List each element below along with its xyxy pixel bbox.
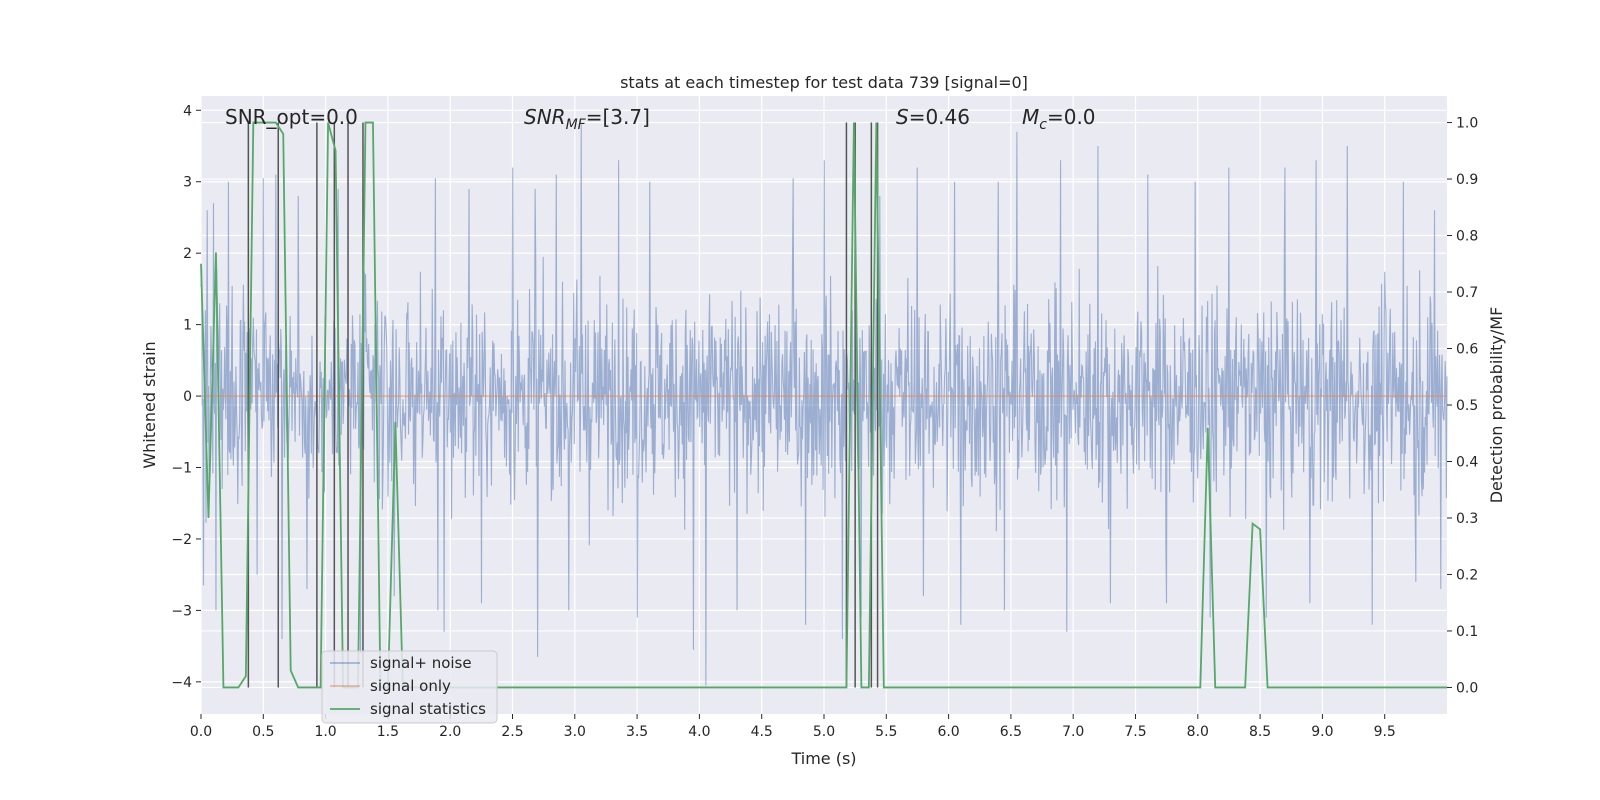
y-left-tick-label: −3 [171,603,192,619]
x-tick-label: 8.0 [1187,724,1209,740]
signal-noise-line [200,124,1448,686]
x-tick-label: 5.5 [875,724,897,740]
x-tick-label: 2.5 [501,724,523,740]
y-left-tick-label: 3 [183,175,192,191]
annotation-s-symbol: S [896,105,909,129]
x-tick-label: 6.5 [1000,724,1022,740]
y-right-tick-label: 0.3 [1456,511,1478,527]
y-axis-right-title: Detection probability/MF [1487,307,1506,504]
x-tick-label: 4.0 [688,724,710,740]
x-tick-label: 7.0 [1062,724,1084,740]
x-tick-label: 7.5 [1124,724,1146,740]
annotation-snr-mf-subscript: MF [566,117,587,133]
annotation-mc: Mc=0.0 [1022,105,1096,133]
series-signal-noise [200,124,1448,686]
legend: signal+ noise signal only signal statist… [321,650,498,724]
annotation-snr-mf-symbol: SNR [524,105,566,129]
x-tick-label: 4.5 [751,724,773,740]
legend-label-signal-only: signal only [370,677,451,695]
annotation-mc-value: =0.0 [1047,105,1096,129]
x-tick-label: 0.0 [190,724,212,740]
y-left-tick-label: −1 [171,461,192,477]
x-tick-label: 3.0 [564,724,586,740]
legend-label-signal-noise: signal+ noise [370,654,472,672]
annotation-mc-subscript: c [1039,117,1047,133]
y-axis-left-title: Whitened strain [140,341,159,468]
y-right-tick-label: 0.6 [1456,342,1478,358]
x-axis-ticks: 0.0 0.5 1.0 1.5 2.0 2.5 3.0 3.5 4.0 4.5 5.0 5.5 6.0 6… [190,714,1396,740]
annotation-s-value: =0.46 [909,105,970,129]
x-tick-label: 9.5 [1374,724,1396,740]
annotation-snr-mf: SNRMF=[3.7] [524,105,650,133]
y-left-tick-label: 0 [183,389,192,405]
x-tick-label: 2.0 [439,724,461,740]
x-tick-label: 3.5 [626,724,648,740]
x-tick-label: 1.5 [377,724,399,740]
chart-title: stats at each timestep for test data 739… [620,73,1028,92]
y-axis-right-ticks: 0.0 0.1 0.2 0.3 0.4 0.5 0.6 0.7 0.8 0.9 1.0 [1447,116,1478,696]
y-right-tick-label: 0.4 [1456,454,1478,470]
x-tick-label: 0.5 [252,724,274,740]
legend-box [321,650,498,724]
y-left-tick-label: −4 [171,675,192,691]
x-axis-title: Time (s) [790,749,856,768]
y-left-tick-label: 4 [183,103,192,119]
y-right-tick-label: 0.9 [1456,172,1478,188]
signal-statistics-line [200,121,1447,689]
y-right-tick-label: 0.7 [1456,285,1478,301]
x-tick-label: 5.0 [813,724,835,740]
annotation-s: S=0.46 [896,105,970,129]
y-right-tick-label: 0.1 [1456,624,1478,640]
y-right-tick-label: 0.0 [1456,680,1478,696]
y-right-tick-label: 1.0 [1456,116,1478,132]
y-right-tick-label: 0.8 [1456,229,1478,245]
y-left-tick-label: −2 [171,532,192,548]
y-left-tick-label: 1 [183,318,192,334]
series-signal-statistics [200,121,1447,689]
y-right-tick-label: 0.5 [1456,398,1478,414]
x-tick-label: 9.0 [1311,724,1333,740]
y-left-tick-label: 2 [183,246,192,262]
x-tick-label: 1.0 [314,724,336,740]
legend-label-signal-statistics: signal statistics [370,700,486,718]
y-axis-left-ticks: −4 −3 −2 −1 0 1 2 3 4 [171,103,201,691]
annotation-mc-symbol: M [1022,105,1039,129]
x-tick-label: 8.5 [1249,724,1271,740]
x-tick-label: 6.0 [937,724,959,740]
y-right-tick-label: 0.2 [1456,567,1478,583]
marker-lines [247,122,879,688]
annotation-snr-mf-value: =[3.7] [586,105,650,129]
annotation-snr-opt: SNR_opt=0.0 [225,105,358,129]
